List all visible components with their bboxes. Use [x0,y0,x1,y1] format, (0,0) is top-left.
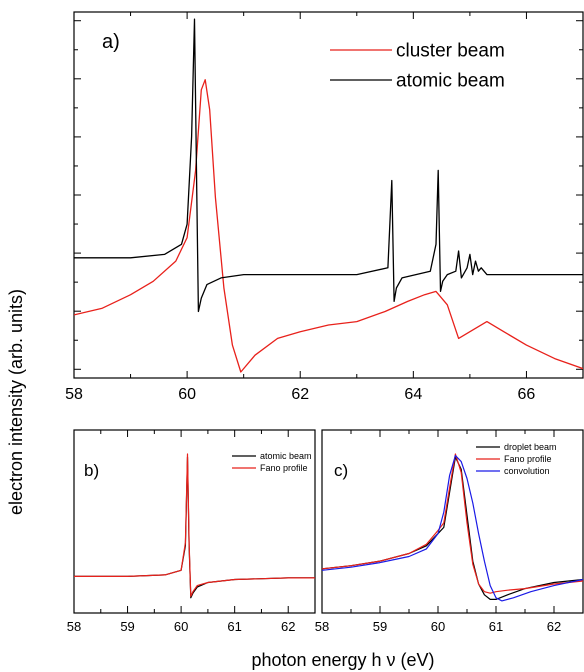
panel-b: 58 59 60 61 62 b) atomic beam Fano profile [67,429,316,634]
x-tick-label: 60 [174,619,188,634]
legend-entry: cluster beam [396,41,505,62]
x-tick-label: 58 [65,386,83,403]
x-tick-label: 62 [547,619,561,634]
series-line-cluster-beam [74,79,583,373]
panel-c: 58 59 60 61 62 c) droplet beam Fano profile conv… [315,429,584,634]
plot-frame [73,429,316,614]
panel-label: c) [334,461,348,480]
panel-a: 58 60 62 64 66 a) cluster beam atomic beam [65,11,584,403]
legend-entry: atomic beam [396,71,505,92]
x-tick-label: 62 [291,386,309,403]
legend-entry: Fano profile [260,463,308,473]
series-line-fano-profile [74,453,315,597]
x-tick-label: 58 [67,619,81,634]
legend-entry: Fano profile [504,454,552,464]
x-tick-label: 59 [120,619,134,634]
series-line-convolution [322,454,583,602]
x-tick-label: 60 [431,619,445,634]
x-tick-label: 61 [489,619,503,634]
x-tick-label: 61 [227,619,241,634]
panel-label: a) [102,31,120,53]
x-tick-label: 64 [404,386,422,403]
legend-entry: convolution [504,466,550,476]
figure-xlabel: photon energy h ν (eV) [251,650,434,670]
x-tick-label: 58 [315,619,329,634]
series-line-droplet-beam [322,456,583,601]
x-tick-label: 59 [373,619,387,634]
plot-frame [321,429,584,614]
legend-entry: atomic beam [260,451,312,461]
x-tick-label: 66 [518,386,536,403]
x-tick-label: 62 [281,619,295,634]
plot-frame [73,11,584,379]
legend-entry: droplet beam [504,442,557,452]
series-line-atomic-beam [74,18,583,313]
series-line-fano-profile [322,453,583,594]
panel-label: b) [84,461,99,480]
figure-ylabel: electron intensity (arb. units) [6,289,26,515]
x-tick-label: 60 [178,386,196,403]
